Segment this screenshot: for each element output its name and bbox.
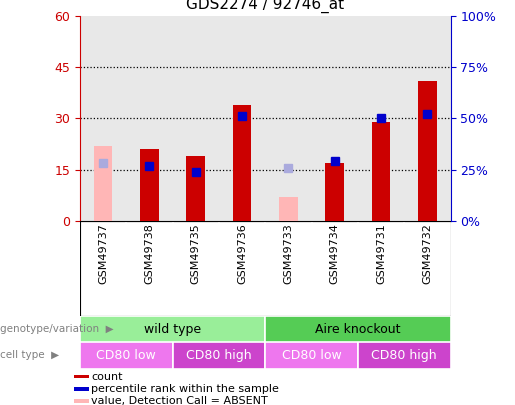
Text: genotype/variation  ▶: genotype/variation ▶	[0, 324, 114, 334]
Text: CD80 low: CD80 low	[96, 349, 156, 362]
Bar	[80, 342, 173, 369]
Bar	[173, 342, 265, 369]
Bar	[325, 163, 344, 221]
Text: cell type  ▶: cell type ▶	[0, 350, 59, 360]
Text: CD80 low: CD80 low	[282, 349, 341, 362]
Bar	[418, 81, 437, 221]
Text: count: count	[92, 372, 123, 382]
Text: wild type: wild type	[144, 322, 201, 336]
Text: GSM49735: GSM49735	[191, 224, 201, 284]
Bar	[265, 316, 451, 342]
Bar	[279, 197, 298, 221]
Bar	[358, 342, 451, 369]
Bar	[140, 149, 159, 221]
Bar	[74, 375, 89, 378]
Title: GDS2274 / 92746_at: GDS2274 / 92746_at	[186, 0, 345, 13]
Text: CD80 high: CD80 high	[371, 349, 437, 362]
Text: percentile rank within the sample: percentile rank within the sample	[92, 384, 279, 394]
Bar	[74, 387, 89, 390]
Bar	[94, 146, 112, 221]
Text: GSM49731: GSM49731	[376, 224, 386, 284]
Bar	[186, 156, 205, 221]
Text: Aire knockout: Aire knockout	[315, 322, 401, 336]
Text: GSM49733: GSM49733	[283, 224, 294, 284]
Bar	[265, 342, 358, 369]
Text: GSM49736: GSM49736	[237, 224, 247, 284]
Text: GSM49738: GSM49738	[144, 224, 154, 284]
Bar	[372, 122, 390, 221]
Text: CD80 high: CD80 high	[186, 349, 252, 362]
Text: GSM49734: GSM49734	[330, 224, 340, 284]
Bar	[80, 316, 265, 342]
Bar	[74, 399, 89, 403]
Text: GSM49732: GSM49732	[422, 224, 433, 284]
Bar	[233, 105, 251, 221]
Text: GSM49737: GSM49737	[98, 224, 108, 284]
Text: value, Detection Call = ABSENT: value, Detection Call = ABSENT	[92, 396, 268, 405]
